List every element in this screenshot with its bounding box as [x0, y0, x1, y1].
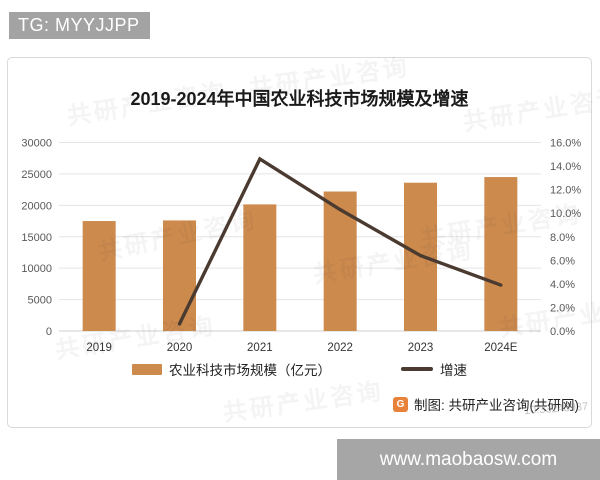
- attribution-text: 制图: 共研产业咨询(共研网): [414, 398, 579, 413]
- svg-text:2020: 2020: [167, 342, 193, 354]
- combo-chart: 0 5000 10000 15000 20000 25000 30000 0.0% 2.0% 4.…: [21, 138, 581, 355]
- svg-text:25000: 25000: [21, 169, 52, 181]
- bar-series-swatch-icon: [132, 363, 162, 375]
- chart-legend: 农业科技市场规模（亿元） 增速: [8, 359, 591, 379]
- svg-text:0: 0: [46, 326, 52, 338]
- svg-text:4.0%: 4.0%: [550, 279, 575, 291]
- chart-attribution: G 制图: 共研产业咨询(共研网): [393, 394, 579, 414]
- svg-text:8.0%: 8.0%: [550, 232, 575, 244]
- website-url: www.maobaosw.com: [379, 448, 558, 470]
- chart-title: 2019-2024年中国农业科技市场规模及增速: [130, 89, 469, 109]
- svg-text:2021: 2021: [247, 342, 273, 354]
- chart-card: 2019-2024年中国农业科技市场规模及增速 0 5000 10000 15000 2…: [7, 57, 592, 428]
- legend-item-market-size: 农业科技市场规模（亿元）: [132, 359, 331, 379]
- svg-text:2023: 2023: [408, 342, 434, 354]
- svg-text:2024E: 2024E: [484, 342, 518, 354]
- legend-label-growth: 增速: [440, 363, 467, 378]
- svg-text:16.0%: 16.0%: [550, 138, 581, 150]
- tg-contact-badge: TG: MYYJJPP: [9, 12, 150, 39]
- svg-text:2.0%: 2.0%: [550, 302, 575, 314]
- svg-text:10000: 10000: [21, 263, 52, 275]
- website-badge: www.maobaosw.com: [337, 439, 600, 480]
- svg-text:5000: 5000: [28, 295, 52, 307]
- svg-text:2022: 2022: [327, 342, 353, 354]
- legend-label-market-size: 农业科技市场规模（亿元）: [169, 363, 331, 378]
- svg-text:0.0%: 0.0%: [550, 326, 575, 338]
- svg-text:14.0%: 14.0%: [550, 161, 581, 173]
- svg-text:6.0%: 6.0%: [550, 255, 575, 267]
- svg-text:20000: 20000: [21, 200, 52, 212]
- svg-text:2019: 2019: [86, 342, 112, 354]
- legend-item-growth: 增速: [401, 359, 467, 379]
- svg-text:15000: 15000: [21, 232, 52, 244]
- tg-contact-label: TG: MYYJJPP: [18, 15, 140, 35]
- svg-text:12.0%: 12.0%: [550, 185, 581, 197]
- svg-text:10.0%: 10.0%: [550, 208, 581, 220]
- gongyan-logo-icon: G: [393, 396, 408, 412]
- line-series-swatch-icon: [401, 367, 433, 371]
- svg-text:30000: 30000: [21, 138, 52, 150]
